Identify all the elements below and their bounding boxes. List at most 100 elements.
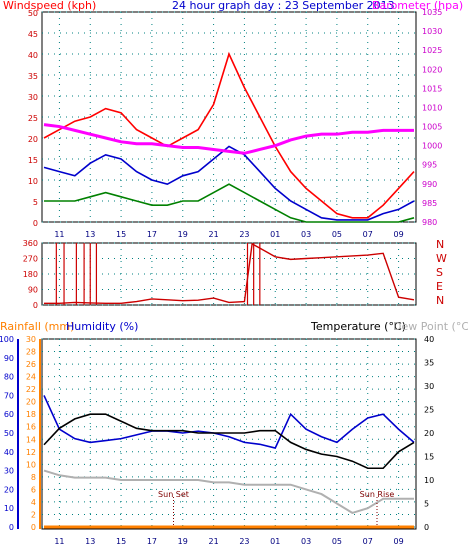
wind-x-tick-label: 09 (393, 230, 403, 239)
wind-series-barometer (43, 123, 414, 155)
direction-tick-label: 270 (23, 255, 38, 264)
wind-series (43, 51, 415, 223)
wind-left-tick-label: 25 (28, 114, 38, 123)
temp-x-tick-label: 13 (85, 537, 95, 546)
wind-barometer-panel: Windspeed (kph) 24 hour graph day : 23 S… (3, 0, 463, 239)
rain-tick-label: 8 (31, 473, 36, 482)
temp-grid (42, 338, 416, 528)
wind-x-tick-label: 13 (85, 230, 95, 239)
temp-plot-area (41, 338, 417, 530)
wind-left-tick-label: 30 (28, 93, 38, 102)
temp-tick-label: 10 (424, 476, 434, 485)
temp-x-tick-label: 19 (178, 537, 188, 546)
wind-left-tick-label: 40 (28, 51, 38, 60)
wind-right-tick-label: 1025 (422, 46, 442, 55)
wind-x-tick-label: 07 (363, 230, 373, 239)
temp-x-tick-label: 21 (208, 537, 218, 546)
wind-right-ticks: 980 985 990 995 1000 1005 1010 1015 1020 1025 1030… (422, 8, 442, 227)
temp-x-tick-label: 01 (270, 537, 280, 546)
wind-x-tick-label: 21 (208, 230, 218, 239)
direction-trace (44, 242, 415, 304)
humidity-tick-label: 60 (4, 410, 14, 419)
temp-series-dewpoint (43, 469, 414, 514)
compass-label: W (436, 252, 447, 265)
rain-tick-label: 18 (26, 410, 36, 419)
wind-series-min (44, 183, 415, 223)
rain-axis-label: Rainfall (mm) (0, 320, 74, 333)
rain-tick-label: 16 (26, 423, 36, 432)
temp-x-tick-label: 07 (363, 537, 373, 546)
wind-right-tick-label: 1005 (422, 123, 442, 132)
humidity-tick-label: 90 (4, 354, 14, 363)
temp-x-tick-label: 17 (147, 537, 157, 546)
temp-tick-label: 25 (424, 406, 434, 415)
wind-left-tick-label: 35 (28, 72, 38, 81)
direction-tick-label: 0 (33, 301, 38, 310)
wind-right-tick-label: 995 (422, 161, 437, 170)
temp-tick-label: 15 (424, 453, 434, 462)
temp-x-tick-label: 03 (301, 537, 311, 546)
temp-tick-label: 35 (424, 359, 434, 368)
sun-annotation-label: Sun Set (158, 490, 189, 499)
compass-label: N (436, 238, 444, 251)
wind-left-tick-label: 50 (28, 9, 38, 18)
humidity-tick-label: 20 (4, 485, 14, 494)
rain-tick-label: 6 (31, 485, 36, 494)
wind-right-tick-label: 1020 (422, 65, 442, 74)
temp-x-tick-label: 11 (54, 537, 64, 546)
temp-series (43, 395, 415, 529)
rain-tick-label: 12 (26, 448, 36, 457)
wind-grid (42, 11, 416, 223)
wind-series-avg (43, 145, 415, 221)
rain-tick-label: 28 (26, 348, 36, 357)
humidity-tick-label: 80 (4, 373, 14, 382)
compass-label: N (436, 294, 444, 307)
direction-tick-label: 180 (23, 270, 38, 279)
compass-label: E (436, 280, 443, 293)
humidity-tick-label: 10 (4, 504, 14, 513)
wind-x-tick-label: 17 (147, 230, 157, 239)
wind-x-tick-label: 03 (301, 230, 311, 239)
dewpoint-axis-label: Dew Point (°C) (393, 320, 468, 333)
temp-tick-label: 20 (424, 429, 434, 438)
temp-humidity-panel: Rainfall (mm) Humidity (%) Temperature (… (0, 320, 468, 546)
wind-right-tick-label: 1000 (422, 142, 442, 151)
wind-right-tick-label: 1035 (422, 8, 442, 17)
humidity-axis-label: Humidity (%) (66, 320, 138, 333)
rain-tick-label: 2 (31, 510, 36, 519)
direction-tick-label: 90 (28, 286, 38, 295)
rain-tick-label: 0 (31, 523, 36, 532)
wind-x-ticks: 11 13 15 17 19 21 23 01 03 05 07 09 (54, 230, 403, 239)
temp-x-tick-label: 23 (239, 537, 249, 546)
wind-chart-title: 24 hour graph day : 23 September 2013 (172, 0, 395, 12)
rain-tick-label: 14 (26, 435, 36, 444)
temp-x-tick-label: 09 (393, 537, 403, 546)
temp-series-temperature (43, 413, 415, 470)
temp-tick-label: 30 (424, 382, 434, 391)
wind-series-gust (43, 51, 415, 219)
temp-series-humidity (43, 395, 415, 449)
wind-left-tick-label: 45 (28, 30, 38, 39)
rain-tick-label: 30 (26, 335, 36, 344)
rain-tick-label: 22 (26, 385, 36, 394)
wind-right-axis-label: Barometer (hpa) (372, 0, 463, 12)
direction-grid (42, 242, 416, 306)
wind-left-axis-label: Windspeed (kph) (3, 0, 96, 12)
wind-left-tick-label: 10 (28, 177, 38, 186)
rain-tick-label: 4 (31, 498, 36, 507)
rain-tick-label: 10 (26, 460, 36, 469)
wind-left-tick-label: 5 (33, 198, 38, 207)
humidity-tick-label: 0 (9, 523, 14, 532)
wind-x-tick-label: 15 (116, 230, 126, 239)
direction-tick-label: 360 (23, 239, 38, 248)
humidity-tick-label: 30 (4, 467, 14, 476)
sun-annotations: Sun Set Sun Rise (158, 490, 394, 527)
rain-tick-label: 20 (26, 398, 36, 407)
wind-right-tick-label: 985 (422, 199, 437, 208)
wind-left-ticks: 0 5 10 15 20 25 30 35 40 45 50 (28, 9, 38, 228)
temperature-axis-label: Temperature (°C) (310, 320, 406, 333)
sun-annotation-label: Sun Rise (360, 490, 395, 499)
temp-tick-label: 40 (424, 335, 434, 344)
